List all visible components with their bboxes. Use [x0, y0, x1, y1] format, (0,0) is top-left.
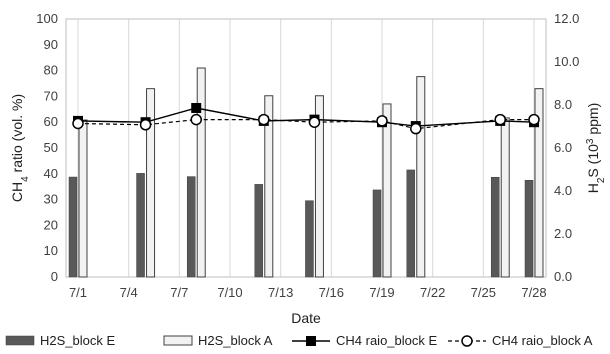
x-tick-label: 7/25: [471, 285, 496, 300]
x-tick-label: 7/13: [268, 285, 293, 300]
legend-label-ch4-block-e: CH4 raio_block E: [336, 333, 437, 348]
y-right-axis-title: H2S (103 ppm): [585, 103, 607, 194]
x-axis-title: Date: [291, 310, 321, 326]
bar-h2s-block-a: [78, 119, 88, 278]
marker-ch4-block-a: [528, 113, 540, 126]
x-tick-label: 7/16: [319, 285, 344, 300]
bar-h2s-block-e: [68, 176, 78, 278]
marker-ch4-block-a: [190, 113, 202, 126]
y-left-tick-label: 30: [44, 192, 58, 207]
y-left-tick-label: 100: [36, 11, 58, 26]
marker-ch4-block-a: [72, 117, 84, 130]
bar-h2s-block-e: [524, 180, 534, 278]
legend-marker-ch4-block-e: [306, 336, 316, 346]
bar-h2s-block-e: [406, 169, 416, 278]
x-tick-label: 7/10: [217, 285, 242, 300]
y-left-tick-label: 80: [44, 63, 58, 78]
x-tick-label: 7/4: [120, 285, 138, 300]
bar-h2s-block-a: [146, 88, 156, 278]
marker-ch4-block-a: [494, 113, 506, 126]
bar-h2s-block-e: [254, 184, 264, 278]
y-left-tick-label: 50: [44, 140, 58, 155]
y-left-tick-label: 20: [44, 217, 58, 232]
y-right-tick-label: 2.0: [554, 226, 572, 241]
y-left-tick-label: 90: [44, 37, 58, 52]
marker-ch4-block-a: [139, 119, 152, 131]
y-left-tick-label: 10: [44, 243, 58, 258]
legend-swatch-h2s-block-e: [5, 335, 35, 346]
y-right-tick-label: 12.0: [554, 11, 579, 26]
bar-h2s-block-e: [305, 200, 314, 278]
legend-swatch-h2s-block-a: [163, 335, 193, 346]
y-right-tick-label: 6.0: [554, 140, 572, 155]
marker-ch4-block-a: [376, 115, 388, 127]
bar-h2s-block-e: [372, 189, 382, 278]
legend-label-h2s-block-e: H2S_block E: [40, 333, 115, 348]
marker-ch4-block-e: [191, 103, 202, 114]
bar-h2s-block-e: [490, 176, 500, 278]
bar-h2s-block-a: [382, 103, 392, 278]
y-left-axis-title: CH4 ratio (vol. %): [9, 94, 31, 202]
y-right-tick-label: 10.0: [554, 54, 579, 69]
bar-h2s-block-a: [314, 95, 324, 278]
bar-h2s-block-a: [534, 88, 544, 278]
y-right-tick-label: 0.0: [554, 269, 572, 284]
legend-label-h2s-block-a: H2S_block A: [198, 333, 273, 348]
x-tick-label: 7/1: [69, 285, 87, 300]
y-left-tick-label: 0: [51, 269, 58, 284]
y-left-tick-label: 70: [44, 88, 58, 103]
bar-h2s-block-e: [186, 176, 196, 278]
marker-ch4-block-a: [410, 122, 422, 135]
x-tick-label: 7/19: [369, 285, 394, 300]
x-tick-label: 7/28: [521, 285, 546, 300]
marker-ch4-block-a: [258, 113, 270, 126]
bar-h2s-block-e: [136, 173, 145, 278]
bar-h2s-block-a: [416, 76, 426, 278]
bar-h2s-block-a: [500, 117, 510, 278]
y-right-tick-label: 8.0: [554, 97, 572, 112]
bar-h2s-block-a: [196, 67, 206, 278]
marker-ch4-block-a: [308, 116, 321, 128]
y-right-tick-label: 4.0: [554, 183, 572, 198]
bar-h2s-block-a: [264, 95, 274, 278]
x-tick-label: 7/7: [170, 285, 188, 300]
x-tick-label: 7/22: [420, 285, 445, 300]
y-left-tick-label: 40: [44, 166, 58, 181]
legend-label-ch4-block-a: CH4 raio_block A: [492, 333, 593, 348]
y-left-tick-label: 60: [44, 114, 58, 129]
legend-marker-ch4-block-a: [461, 335, 473, 347]
